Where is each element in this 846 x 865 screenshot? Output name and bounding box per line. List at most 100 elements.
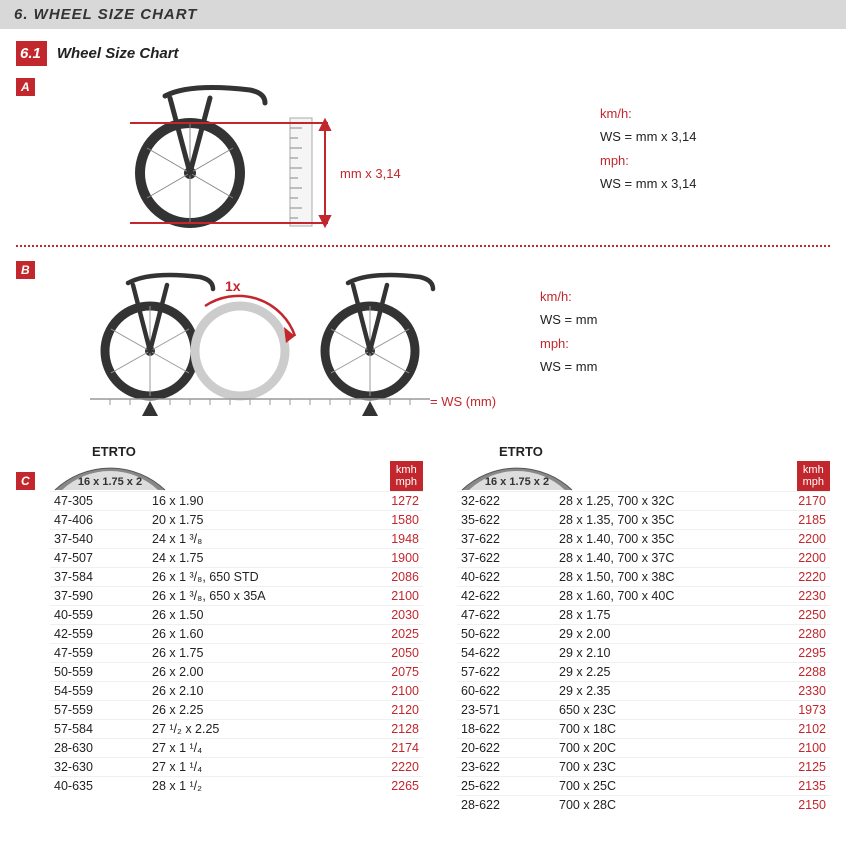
tire-icon-right: 16 x 1.75 x 2 [457,465,577,491]
table-row: 47-40620 x 1.751580 [50,510,423,529]
svg-text:16 x 1.75 x 2: 16 x 1.75 x 2 [485,476,549,488]
section-a: A [16,78,830,231]
table-row: 18-622700 x 18C2102 [457,719,830,738]
cell-ws: 2120 [363,703,423,717]
cell-size: 29 x 2.35 [547,684,770,698]
cell-etrto: 50-559 [50,665,140,679]
section-title: Wheel Size Chart [57,45,179,62]
cell-size: 26 x 2.25 [140,703,363,717]
cell-ws: 2075 [363,665,423,679]
cell-ws: 2135 [770,779,830,793]
cell-size: 28 x 1.75 [547,608,770,622]
cell-ws: 1272 [363,494,423,508]
table-row: 37-62228 x 1.40, 700 x 35C2200 [457,529,830,548]
dotted-separator [16,245,830,247]
subheader-row: 6.1 Wheel Size Chart [16,41,830,66]
cell-ws: 2100 [363,684,423,698]
cell-ws: 2220 [770,570,830,584]
cell-size: 28 x 1.40, 700 x 35C [547,532,770,546]
svg-text:16 x 1.75 x 2: 16 x 1.75 x 2 [78,476,142,488]
diagram-a: mm x 3,14 [70,78,570,231]
cell-size: 26 x 2.10 [140,684,363,698]
cell-etrto: 54-622 [457,646,547,660]
kmh-label: km/h: [600,102,696,125]
cell-etrto: 23-571 [457,703,547,717]
cell-ws: 2230 [770,589,830,603]
cell-etrto: 47-406 [50,513,140,527]
table-right: ETRTO 16 x 1.75 x 2 kmhmph 32-62228 x 1.… [457,444,830,814]
cell-size: 24 x 1.75 [140,551,363,565]
cell-etrto: 18-622 [457,722,547,736]
cell-etrto: 42-559 [50,627,140,641]
cell-size: 27 x 1 ¹/₄ [140,760,363,774]
cell-ws: 2200 [770,532,830,546]
kmh-mph-header-left: kmhmph [390,461,423,491]
kmh-label-b: km/h: [540,285,597,308]
cell-size: 26 x 1 ³/₈, 650 x 35A [140,589,363,603]
cell-ws: 2128 [363,722,423,736]
cell-etrto: 50-622 [457,627,547,641]
kmh-mph-header-right: kmhmph [797,461,830,491]
kmh-equation: WS = mm x 3,14 [600,125,696,148]
content: 6.1 Wheel Size Chart A [0,29,846,826]
cell-ws: 2330 [770,684,830,698]
diagram-b: 1x = WS (mm) [70,261,510,424]
cell-etrto: 20-622 [457,741,547,755]
cell-etrto: 28-622 [457,798,547,812]
cell-size: 27 ¹/₂ x 2.25 [140,722,363,736]
cell-size: 27 x 1 ¹/₄ [140,741,363,755]
cell-size: 29 x 2.25 [547,665,770,679]
cell-size: 29 x 2.10 [547,646,770,660]
cell-etrto: 32-622 [457,494,547,508]
cell-ws: 2174 [363,741,423,755]
cell-ws: 2200 [770,551,830,565]
cell-ws: 2025 [363,627,423,641]
ws-label: = WS (mm) [430,394,496,409]
cell-ws: 2185 [770,513,830,527]
table-row: 37-59026 x 1 ³/₈, 650 x 35A2100 [50,586,423,605]
table-row: 40-63528 x 1 ¹/₂2265 [50,776,423,795]
table-row: 47-55926 x 1.752050 [50,643,423,662]
cell-ws: 2125 [770,760,830,774]
cell-size: 28 x 1.50, 700 x 38C [547,570,770,584]
table-row: 60-62229 x 2.352330 [457,681,830,700]
table-row: 25-622700 x 25C2135 [457,776,830,795]
cell-size: 28 x 1.25, 700 x 32C [547,494,770,508]
cell-etrto: 47-622 [457,608,547,622]
section-c: C ETRTO 16 x 1.75 x 2 kmhmph 47-30516 x … [16,444,830,814]
cell-size: 28 x 1.35, 700 x 35C [547,513,770,527]
cell-ws: 2100 [363,589,423,603]
cell-ws: 2102 [770,722,830,736]
table-row: 20-622700 x 20C2100 [457,738,830,757]
cell-etrto: 57-622 [457,665,547,679]
table-row: 57-58427 ¹/₂ x 2.252128 [50,719,423,738]
cell-size: 26 x 1.75 [140,646,363,660]
wheel-ruler-diagram: mm x 3,14 [70,78,430,228]
table-row: 57-62229 x 2.252288 [457,662,830,681]
cell-ws: 2150 [770,798,830,812]
table-row: 23-571650 x 23C1973 [457,700,830,719]
mm-label: mm x 3,14 [340,166,401,181]
cell-size: 20 x 1.75 [140,513,363,527]
cell-size: 26 x 2.00 [140,665,363,679]
table-row: 40-55926 x 1.502030 [50,605,423,624]
cell-ws: 2280 [770,627,830,641]
cell-ws: 2050 [363,646,423,660]
formula-b: km/h: WS = mm mph: WS = mm [540,261,597,379]
rows-right: 32-62228 x 1.25, 700 x 32C217035-62228 x… [457,491,830,814]
cell-etrto: 35-622 [457,513,547,527]
table-row: 40-62228 x 1.50, 700 x 38C2220 [457,567,830,586]
table-row: 42-62228 x 1.60, 700 x 40C2230 [457,586,830,605]
cell-size: 26 x 1.60 [140,627,363,641]
one-x-label: 1x [225,278,241,294]
cell-size: 700 x 25C [547,779,770,793]
table-row: 47-50724 x 1.751900 [50,548,423,567]
cell-size: 29 x 2.00 [547,627,770,641]
cell-size: 16 x 1.90 [140,494,363,508]
table-row: 54-55926 x 2.102100 [50,681,423,700]
table-row: 37-58426 x 1 ³/₈, 650 STD2086 [50,567,423,586]
table-row: 42-55926 x 1.602025 [50,624,423,643]
rows-left: 47-30516 x 1.90127247-40620 x 1.75158037… [50,491,423,795]
cell-etrto: 25-622 [457,779,547,793]
cell-etrto: 57-559 [50,703,140,717]
